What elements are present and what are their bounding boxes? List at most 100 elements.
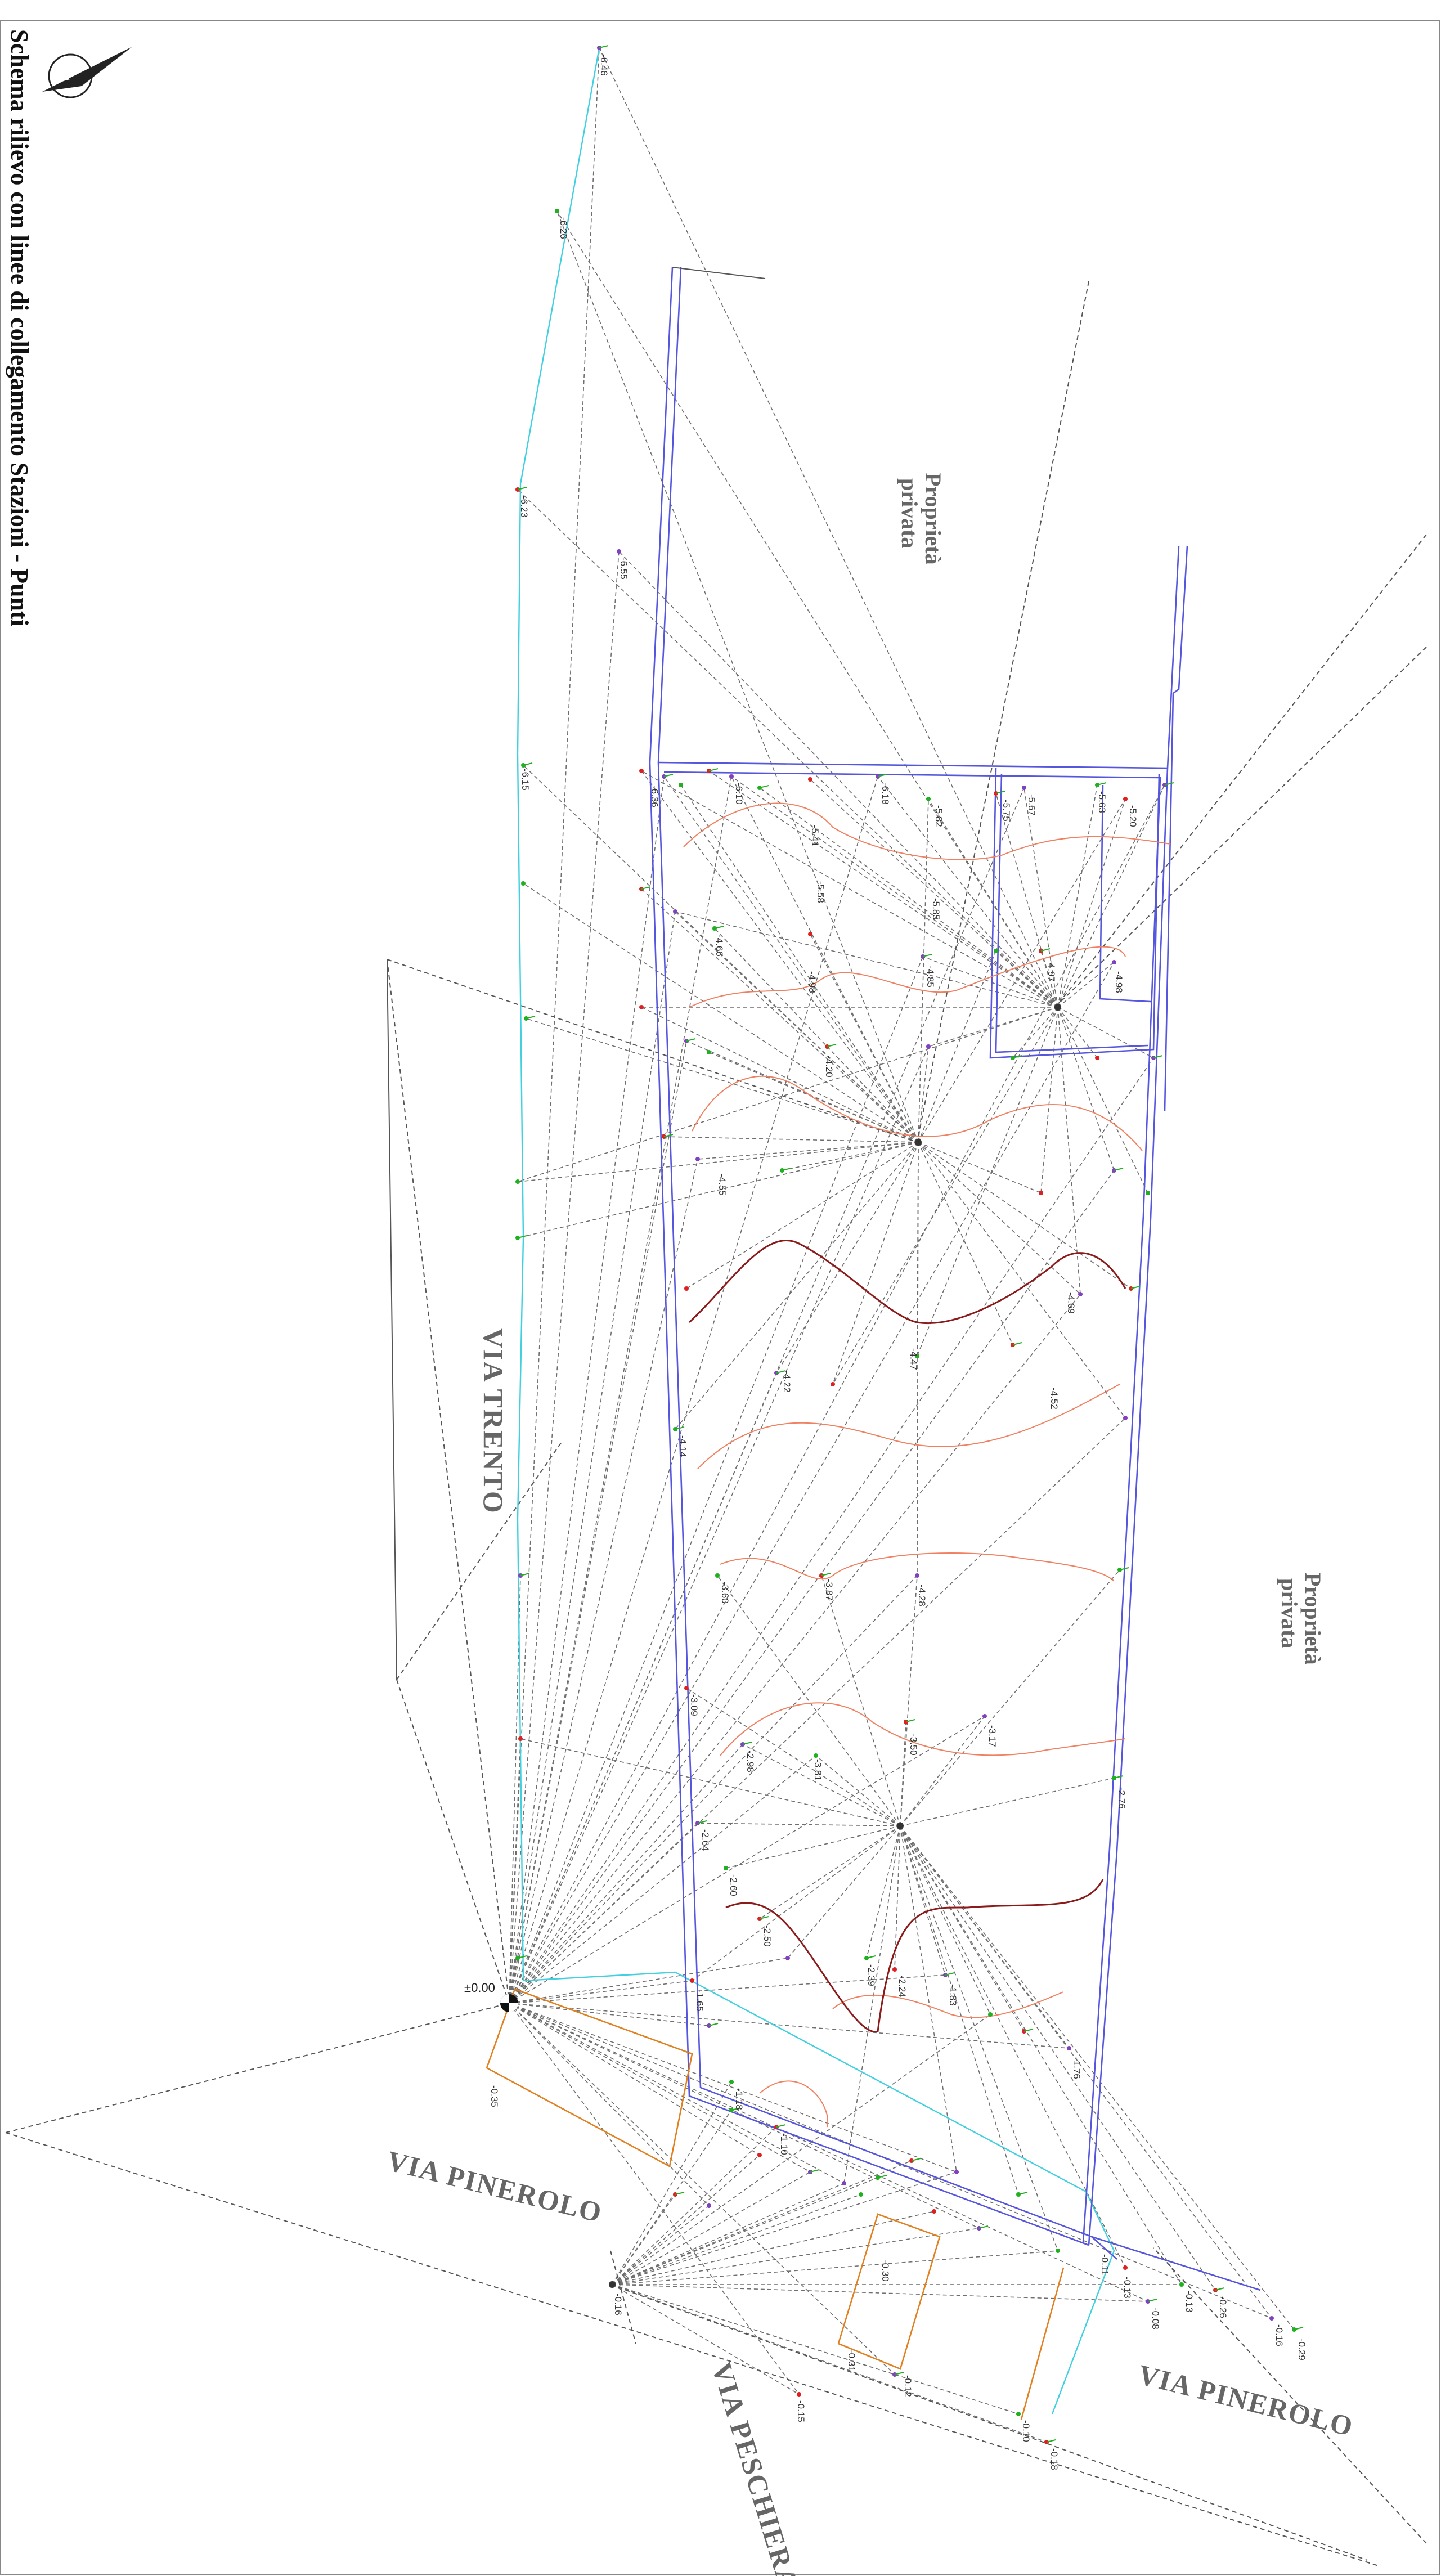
survey-point-tick — [1114, 1168, 1124, 1171]
station-ray-line — [509, 1575, 521, 2004]
elevation-label: -2.50 — [762, 1925, 773, 1947]
elevation-label: -4.20 — [824, 1056, 834, 1078]
elevation-label: -4.85 — [925, 966, 936, 988]
survey-point-tick — [782, 1168, 792, 1171]
station-ray-line — [675, 911, 919, 1143]
station-ray-line — [686, 1688, 901, 1826]
station-ray-line — [509, 1958, 788, 2004]
survey-point-tick — [1215, 2287, 1225, 2291]
station-ray-line — [509, 784, 1165, 2004]
station-ray-line — [832, 1007, 1058, 1385]
station-ray-line — [918, 1142, 1013, 1345]
survey-point-marker — [518, 1736, 523, 1741]
station-ray-line — [918, 1142, 1081, 1295]
station-ray-line — [509, 956, 923, 2004]
survey-point-tick — [708, 2023, 719, 2026]
station-ray-line — [509, 1294, 1081, 2004]
elevation-label: -6.55 — [618, 558, 629, 580]
station-ray-line — [708, 770, 1058, 1008]
cyan-reference-line — [517, 47, 1115, 2415]
station-ray-line — [1040, 1007, 1058, 1193]
elevation-label: -0.16 — [1274, 2324, 1285, 2346]
survey-point-tick — [1097, 782, 1107, 786]
survey-point-tick — [922, 954, 932, 957]
station-ray-line — [520, 1738, 901, 1826]
elevation-label: -0.11 — [1099, 2254, 1110, 2276]
elevation-label: -4.14 — [677, 1435, 688, 1457]
station-ray-line — [612, 2228, 980, 2285]
station-ray-line — [509, 2003, 895, 2375]
survey-point-tick — [905, 1719, 915, 1722]
elevation-label: -2.98 — [745, 1751, 756, 1772]
survey-point-tick — [827, 1044, 837, 1047]
outer-reference-lines — [5, 281, 1427, 2566]
station-ray-line — [509, 1372, 777, 2004]
station-ray-line — [599, 47, 1058, 1008]
survey-point-marker — [715, 1573, 720, 1578]
station-ray-line — [917, 1007, 1058, 1357]
station-ray-line — [1057, 798, 1126, 1008]
survey-point-tick — [697, 1820, 707, 1824]
elevation-label: -3.17 — [987, 1725, 998, 1747]
station-ray-line — [1057, 784, 1098, 1008]
solid-connector-left — [387, 959, 397, 1680]
survey-point-tick — [1114, 1775, 1124, 1779]
station-ray-line — [509, 2003, 1070, 2049]
elevation-label: -4.66 — [714, 935, 725, 957]
property-label-right: Proprietà privata — [1277, 1573, 1326, 1665]
survey-point-marker — [695, 1157, 700, 1161]
elevation-label: -1.65 — [694, 1990, 705, 2012]
survey-point-tick — [1130, 1286, 1141, 1289]
station-ray-line — [900, 1825, 1058, 2251]
survey-point-marker — [926, 797, 931, 801]
station-ray-line — [641, 1007, 919, 1143]
station-ray-line — [523, 883, 919, 1143]
station-ray-line — [509, 2003, 710, 2026]
survey-point-marker — [515, 1179, 520, 1184]
survey-point-marker — [1039, 1191, 1043, 1195]
survey-point-marker — [814, 1753, 818, 1758]
station-ray-line — [900, 1825, 1126, 2268]
station-ray-line — [509, 1974, 946, 2004]
survey-point-tick — [714, 926, 724, 929]
station-ray-line — [1057, 1007, 1154, 1058]
survey-point-tick — [686, 1038, 696, 1042]
survey-point-marker — [690, 1978, 694, 1983]
survey-point-tick — [641, 886, 651, 890]
survey-point-marker — [859, 2192, 863, 2197]
survey-point-tick — [995, 791, 1005, 794]
station-ray-line — [509, 2003, 760, 2156]
survey-point-tick — [517, 487, 527, 490]
station-ray-line — [900, 1575, 918, 1826]
station-ray-line — [680, 784, 919, 1143]
survey-point-marker — [673, 909, 677, 914]
survey-point-marker — [729, 2080, 734, 2084]
elevation-label: -3.60 — [720, 1582, 730, 1604]
station-ray-line — [900, 1825, 957, 2173]
station-ray-line — [900, 1721, 906, 1826]
station-ray-line — [509, 1823, 698, 2004]
elevation-label: -4.28 — [917, 1585, 927, 1606]
station-ray-line — [1057, 1007, 1081, 1295]
station-ray-line — [759, 787, 1058, 1008]
elevation-label: -0.16 — [613, 2294, 623, 2315]
station-ray-line — [832, 1142, 919, 1385]
elevation-label: -6.26 — [558, 217, 569, 239]
elevation-label: -4.47 — [908, 1348, 919, 1370]
survey-point-tick — [675, 2192, 685, 2195]
survey-point-tick — [759, 1916, 769, 1919]
station-ray-line — [900, 1825, 946, 1976]
survey-point-marker — [1123, 1416, 1128, 1420]
survey-point-marker — [1179, 2282, 1184, 2287]
svg-text:privata: privata — [897, 478, 922, 548]
station-ray-line — [900, 1569, 1120, 1826]
station-ray-line — [686, 1142, 919, 1289]
svg-text:Proprietà: Proprietà — [921, 473, 946, 565]
survey-point-tick — [1023, 2029, 1034, 2032]
elevation-label: -1.76 — [1071, 2057, 1082, 2079]
station-ray-line — [827, 1046, 919, 1143]
station-ray-line — [894, 1825, 901, 1970]
survey-point-tick — [1164, 782, 1174, 786]
survey-point-marker — [707, 1050, 711, 1054]
